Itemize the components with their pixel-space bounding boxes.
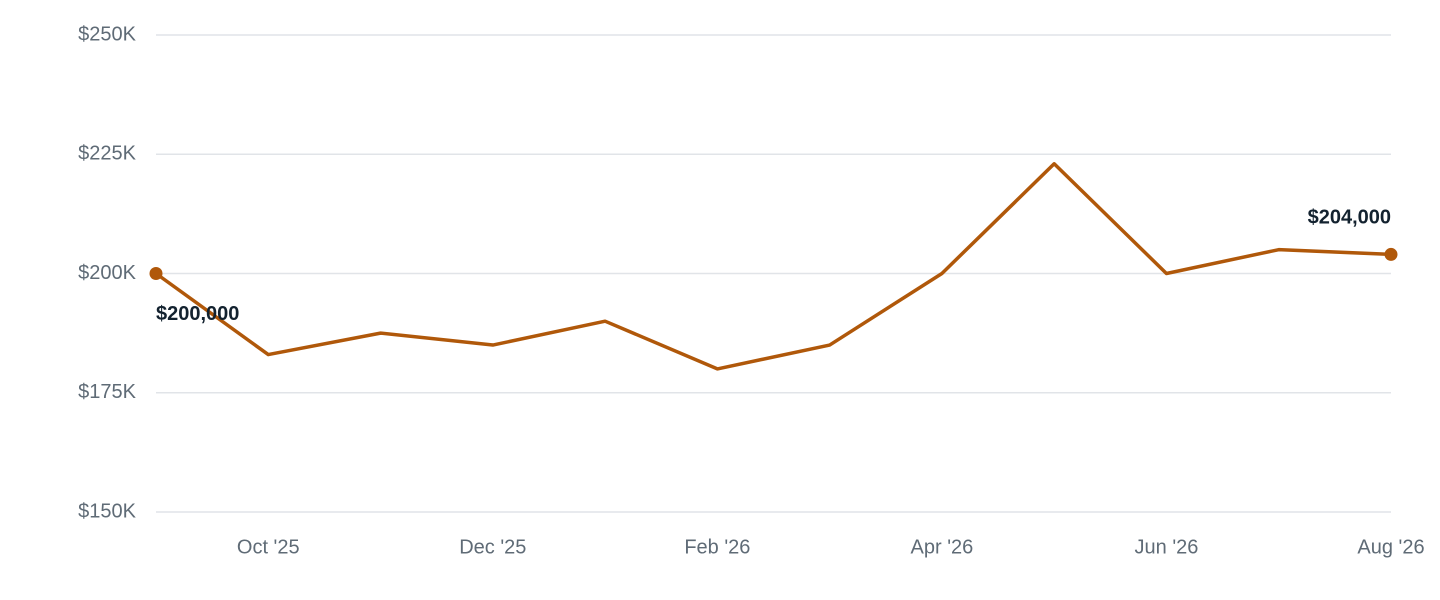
y-tick-label: $200K	[78, 262, 136, 284]
point	[1384, 247, 1398, 261]
y-tick-label: $250K	[78, 23, 136, 45]
y-tick-label: $150K	[78, 500, 136, 522]
x-tick-label: Aug '26	[1357, 536, 1424, 558]
x-tick-label: Jun '26	[1135, 536, 1199, 558]
value-label: $200,000	[156, 303, 239, 325]
y-tick-label: $225K	[78, 143, 136, 165]
x-tick-label: Dec '25	[459, 536, 526, 558]
x-tick-label: Feb '26	[684, 536, 750, 558]
x-tick-label: Oct '25	[237, 536, 300, 558]
value-label: $204,000	[1308, 207, 1391, 229]
y-tick-label: $175K	[78, 381, 136, 403]
x-tick-label: Apr '26	[911, 536, 974, 558]
line	[154, 162, 1392, 371]
point	[149, 267, 163, 280]
